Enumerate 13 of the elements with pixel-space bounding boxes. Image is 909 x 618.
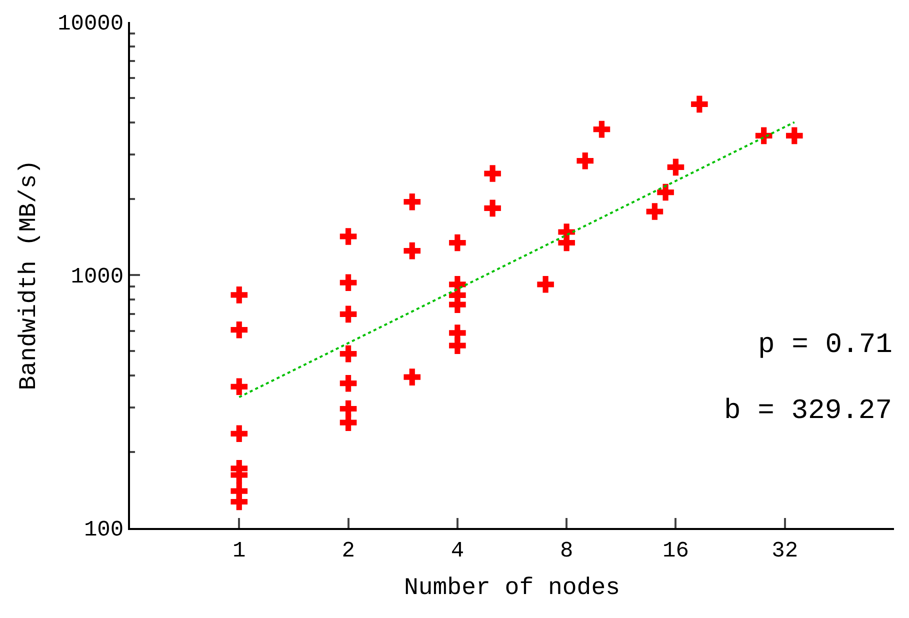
annotation: b = 329.27 — [724, 396, 892, 427]
y-tick-label: 100 — [84, 518, 124, 543]
x-tick-label: 16 — [662, 538, 689, 564]
x-tick-label: 4 — [450, 538, 464, 564]
y-tick-label: 1000 — [70, 264, 124, 290]
x-axis-title: Number of nodes — [404, 575, 620, 602]
x-tick-label: 1 — [232, 538, 246, 564]
x-tick-label: 8 — [560, 538, 574, 564]
x-tick-label: 2 — [342, 538, 355, 564]
y-axis-title: Bandwidth (MB/s) — [16, 160, 44, 390]
y-tick-label: 10000 — [58, 12, 124, 37]
annotation: p = 0.71 — [758, 330, 892, 361]
x-tick-label: 32 — [772, 538, 798, 564]
